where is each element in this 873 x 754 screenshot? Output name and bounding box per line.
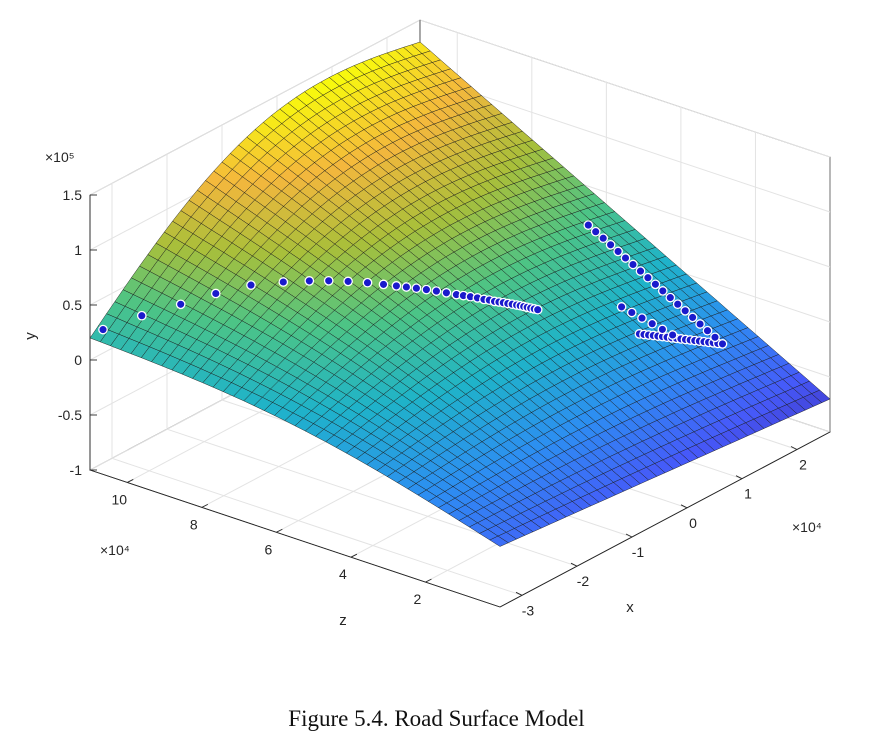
trajectory-point: [616, 302, 627, 312]
trajectory-point: [98, 324, 108, 335]
trajectory-point: [647, 318, 658, 329]
z-tick-label: 8: [190, 516, 198, 532]
y-tick-label: 1: [74, 242, 82, 258]
x-tick: [625, 533, 633, 538]
x-exponent-label: ×10⁴: [792, 519, 822, 535]
trajectory-point: [687, 312, 698, 323]
trajectory-point: [343, 276, 353, 287]
trajectory-point: [362, 277, 373, 288]
z-axis-line: [89, 469, 501, 608]
trajectory-point: [421, 284, 432, 295]
z-axis-label: z: [339, 612, 347, 629]
x-tick-label: -2: [577, 573, 590, 589]
trajectory-point: [637, 313, 647, 323]
trajectory-point: [598, 233, 609, 244]
grid-line: [419, 19, 831, 158]
axis-labels: -1 -0.5 0 0.5 1 1.5 -3 -2 -1 0 1 2 2 4 6 8 10 ×10⁵ ×10⁴ ×10…: [22, 149, 822, 629]
x-tick-label: 2: [799, 457, 807, 473]
x-axis-line: [499, 431, 831, 608]
grid-line: [419, 74, 831, 213]
trajectory-markers: [98, 220, 728, 349]
trajectory-point: [643, 272, 653, 283]
trajectory-point: [626, 307, 637, 318]
trajectory-point: [590, 226, 601, 237]
x-tick: [680, 504, 688, 509]
trajectory-point: [667, 330, 678, 340]
y-exponent-label: ×10⁵: [45, 149, 75, 165]
y-tick-label: -0.5: [58, 407, 82, 423]
trajectory-point: [710, 332, 720, 343]
z-exponent-label: ×10⁴: [100, 542, 130, 558]
trajectory-point: [680, 305, 691, 316]
trajectory-point: [136, 310, 147, 321]
z-tick-label: 4: [339, 566, 347, 582]
grid-line: [111, 457, 523, 596]
trajectory-point: [278, 277, 289, 287]
trajectory-point: [411, 283, 422, 294]
z-tick: [350, 553, 358, 558]
trajectory-point: [246, 280, 256, 290]
trajectory-point: [650, 279, 661, 290]
trajectory-point: [431, 286, 442, 296]
y-tick-label: 0: [74, 352, 82, 368]
trajectory-point: [665, 292, 676, 303]
y-tick-label: -1: [70, 462, 83, 478]
trajectory-point: [702, 325, 713, 336]
z-tick: [127, 479, 134, 483]
x-axis-label: x: [626, 599, 634, 616]
trajectory-point: [304, 276, 315, 286]
trajectory-point: [391, 281, 402, 291]
z-tick: [276, 528, 283, 533]
x-tick: [735, 475, 743, 480]
x-tick-label: -1: [632, 544, 645, 560]
trajectory-point: [378, 279, 389, 290]
grid-line: [166, 428, 578, 567]
trajectory-point: [605, 239, 616, 250]
z-tick: [201, 503, 209, 508]
trajectory-point: [175, 299, 186, 310]
trajectory-point: [532, 304, 543, 315]
trajectory-point: [620, 253, 631, 263]
grid-line: [89, 19, 421, 196]
trajectory-point: [210, 288, 221, 299]
x-tick: [790, 446, 798, 450]
x-tick: [515, 591, 523, 596]
figure-caption: Figure 5.4. Road Surface Model: [288, 706, 585, 731]
x-tick-label: 0: [689, 515, 697, 531]
y-axis-label: y: [22, 332, 39, 340]
trajectory-point: [657, 286, 668, 296]
trajectory-point: [441, 287, 452, 298]
surface-mesh: [89, 41, 831, 547]
trajectory-point: [695, 319, 705, 329]
y-tick-label: 1.5: [63, 187, 83, 203]
trajectory-point: [613, 246, 623, 257]
trajectory-point: [401, 282, 412, 292]
z-tick-label: 2: [414, 591, 422, 607]
z-tick-label: 10: [111, 491, 127, 507]
surface-plot: -1 -0.5 0 0.5 1 1.5 -3 -2 -1 0 1 2 2 4 6 8 10 ×10⁵ ×10⁴ ×10…: [22, 19, 832, 629]
z-tick: [425, 578, 432, 583]
trajectory-point: [672, 299, 683, 310]
x-tick: [570, 562, 578, 567]
trajectory-point: [583, 220, 594, 230]
trajectory-point: [717, 339, 728, 349]
trajectory-point: [657, 324, 668, 335]
surface-cell: [489, 535, 509, 547]
trajectory-point: [635, 266, 646, 276]
trajectory-point: [323, 275, 334, 286]
x-tick-label: -3: [522, 602, 535, 618]
z-tick-label: 6: [264, 541, 272, 557]
y-tick-label: 0.5: [63, 297, 83, 313]
trajectory-point: [628, 259, 638, 270]
x-tick-label: 1: [744, 486, 752, 502]
axis-ticks: [89, 194, 831, 608]
